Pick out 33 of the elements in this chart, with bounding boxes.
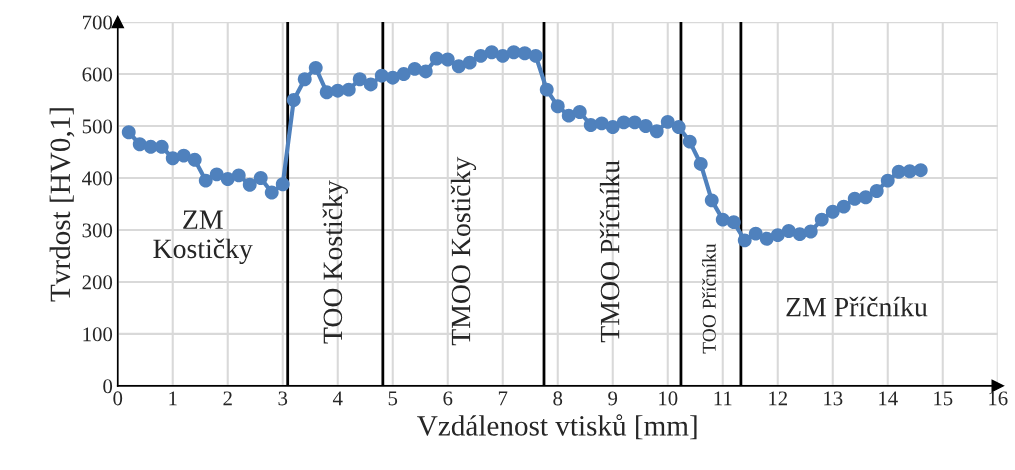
- x-tick-label: 9: [608, 391, 618, 406]
- y-tick-label: 200: [82, 275, 113, 290]
- annotation: ZM Kostičky: [153, 210, 253, 264]
- annotation: TMOO Příčníku: [599, 160, 620, 343]
- x-tick-label: 10: [659, 391, 678, 406]
- annotation: TOO Příčníku: [702, 243, 716, 354]
- x-tick-label: 3: [278, 391, 288, 406]
- annotation: TOO Kostičky: [322, 180, 348, 344]
- x-tick-label: 8: [553, 391, 563, 406]
- x-tick-label: 0: [113, 391, 123, 406]
- x-tick-label: 4: [332, 391, 343, 406]
- x-tick-label: 7: [498, 391, 508, 406]
- y-tick-label: 100: [83, 327, 113, 342]
- x-tick-label: 6: [443, 391, 453, 406]
- annotation: TMOO Kostičky: [450, 156, 477, 346]
- x-tick-label: 5: [388, 391, 398, 406]
- x-tick-label: 12: [769, 391, 788, 406]
- y-tick-label: 700: [83, 15, 113, 30]
- x-tick-label: 11: [714, 391, 732, 406]
- x-tick-label: 13: [824, 391, 843, 406]
- y-tick-label: 300: [82, 223, 113, 238]
- x-tick-label: 1: [169, 391, 177, 406]
- y-tick-label: 600: [82, 67, 113, 82]
- x-tick-label: 2: [223, 391, 232, 406]
- y-tick-label: 0: [103, 379, 113, 394]
- annotation: ZM Příčníku: [786, 296, 928, 317]
- x-axis-title: Vzdálenost vtisků [mm]: [417, 414, 697, 440]
- x-tick-label: 14: [879, 391, 898, 406]
- x-tick-label: 16: [989, 391, 1008, 406]
- x-tick-label: 15: [934, 391, 953, 406]
- y-tick-label: 500: [82, 119, 113, 134]
- y-axis-title: Tvrdost [HV0,1]: [49, 108, 75, 302]
- y-tick-label: 400: [82, 171, 113, 186]
